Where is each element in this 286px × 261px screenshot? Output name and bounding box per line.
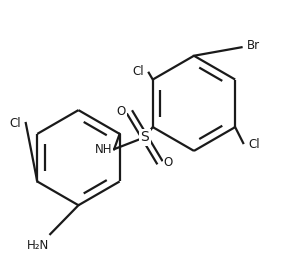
- Text: NH: NH: [95, 143, 112, 156]
- Text: O: O: [163, 156, 173, 169]
- Text: Cl: Cl: [248, 138, 260, 151]
- Text: Cl: Cl: [9, 116, 21, 129]
- Text: O: O: [117, 105, 126, 118]
- Text: S: S: [140, 130, 149, 144]
- Text: Br: Br: [247, 39, 260, 52]
- Text: Cl: Cl: [132, 64, 144, 78]
- Text: H₂N: H₂N: [27, 239, 49, 252]
